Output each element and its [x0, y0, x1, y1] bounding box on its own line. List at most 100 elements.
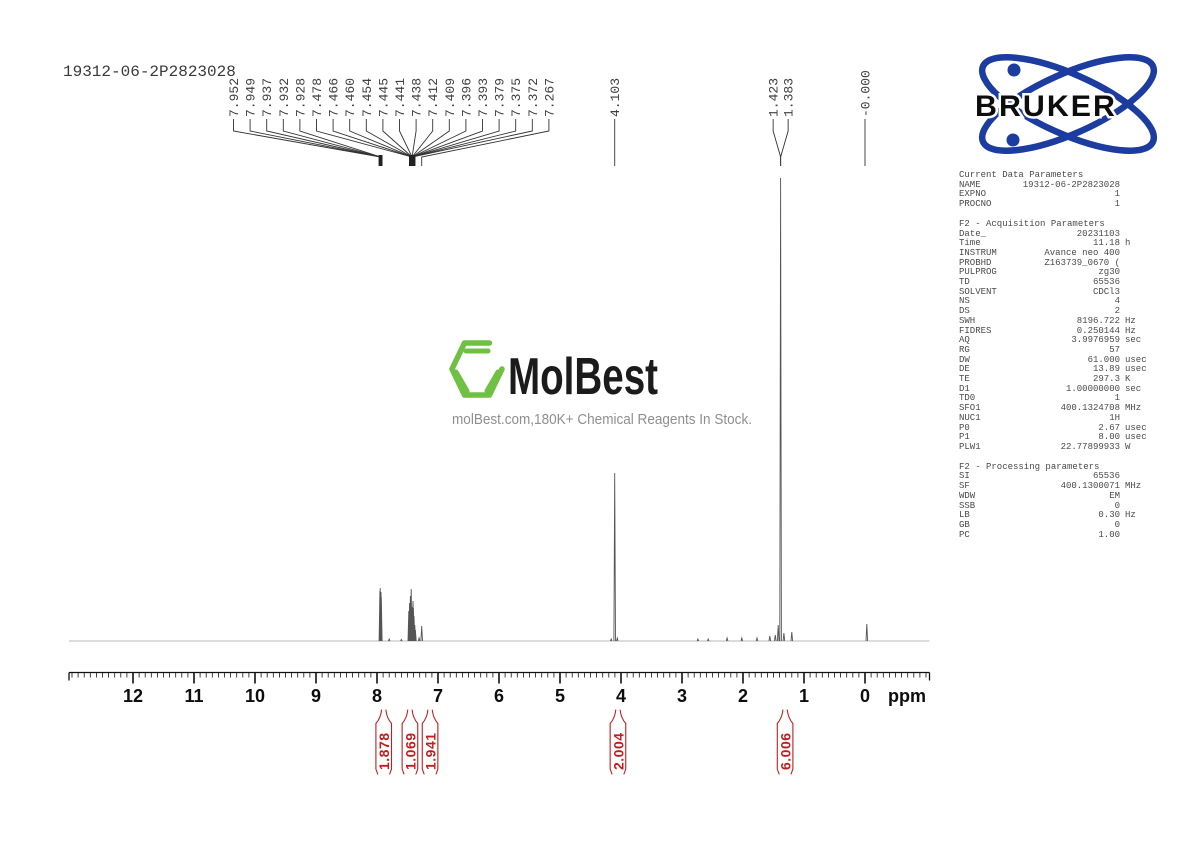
- parameter-row: D1 1.00000000 sec: [959, 383, 1155, 395]
- peak-label: 7.396: [459, 78, 474, 117]
- parameter-row: SSB 0: [959, 500, 1155, 512]
- parameter-row: FIDRES 0.250144 Hz: [959, 325, 1155, 337]
- parameter-unit: usec: [1125, 354, 1147, 365]
- parameter-unit: Hz: [1125, 325, 1136, 336]
- peak-connector-line: [411, 119, 500, 166]
- parameter-value: 1: [1114, 199, 1120, 210]
- parameter-row: Time 11.18 h: [959, 239, 1155, 249]
- parameters-section: F2 - Processing parameters SI 65536 SF 400.1…: [959, 461, 1155, 541]
- parameter-value: 22.77899933: [1060, 441, 1120, 452]
- parameter-unit: MHz: [1125, 481, 1142, 492]
- parameter-value: 8.00: [1098, 432, 1120, 443]
- parameter-row: P0 2.67 usec: [959, 422, 1155, 434]
- peak-label: 7.438: [410, 78, 425, 117]
- parameter-name: SFO1: [959, 403, 981, 414]
- peak-connector-line: [411, 119, 483, 166]
- peak-connector-line: [772, 119, 782, 166]
- parameter-unit: usec: [1125, 432, 1147, 443]
- parameters-section-header: F2 - Processing parameters: [959, 461, 1100, 472]
- parameter-name: SF: [959, 481, 970, 492]
- parameter-name: SWH: [959, 315, 976, 326]
- parameter-name: TD: [959, 277, 970, 288]
- parameter-value: EM: [1109, 490, 1120, 501]
- parameter-unit: [1120, 297, 1155, 307]
- integral-value: 2.004: [610, 732, 626, 770]
- parameter-value: 0.250144: [1076, 325, 1120, 336]
- parameter-value: Z163739_0670 (: [1044, 257, 1120, 268]
- parameter-unit: MHz: [1125, 403, 1142, 414]
- parameter-value: 2.67: [1098, 422, 1120, 433]
- peak-label-layer: 4.103 1.423 1.383 -0.000 7.952 7.949 7.937 7.93…: [227, 70, 874, 117]
- integral-bracket: [401, 709, 409, 775]
- parameter-row: SF 400.1300071 MHz: [959, 481, 1155, 492]
- parameter-value: 20231103: [1076, 228, 1120, 239]
- axis-tick-label: 3: [677, 686, 687, 706]
- axis-tick-label: 11: [184, 686, 203, 706]
- parameter-value: 11.18: [1092, 238, 1120, 249]
- parameter-unit: sec: [1125, 383, 1142, 394]
- parameter-unit: W: [1125, 441, 1131, 452]
- parameter-unit: [1120, 288, 1155, 298]
- peak-connector-line: [780, 119, 789, 166]
- axis-tick-label: 0: [860, 686, 870, 706]
- parameter-unit: [1120, 521, 1155, 531]
- bruker-node-dot: [1006, 133, 1020, 147]
- parameter-name: LB: [959, 510, 970, 521]
- parameter-row: EXPNO 1: [959, 190, 1155, 200]
- integral-value: 1.069: [402, 732, 418, 770]
- peak-connector-line: [411, 119, 533, 166]
- parameter-name: NS: [959, 296, 970, 307]
- parameter-unit: usec: [1125, 422, 1147, 433]
- parameter-value: 1.00000000: [1065, 383, 1120, 394]
- parameter-name: Date_: [959, 228, 987, 239]
- parameter-name: PROBHD: [959, 257, 992, 268]
- parameter-unit: [1120, 200, 1155, 210]
- peak-label: 7.267: [542, 78, 557, 117]
- parameter-name: PLW1: [959, 441, 981, 452]
- parameter-name: AQ: [959, 335, 970, 346]
- axis-tick-label: 12: [123, 686, 143, 706]
- parameter-value: 2: [1114, 306, 1120, 317]
- parameter-name: NAME: [959, 179, 981, 190]
- parameter-unit: [1120, 531, 1155, 541]
- parameter-row: DE 13.89 usec: [959, 365, 1155, 375]
- parameter-unit: h: [1125, 238, 1131, 249]
- parameter-value: 13.89: [1092, 364, 1120, 375]
- parameter-name: P0: [959, 422, 970, 433]
- parameter-unit: Hz: [1125, 510, 1136, 521]
- peak-connector-line: [266, 119, 382, 166]
- parameter-unit: [1120, 259, 1155, 269]
- parameter-name: EXPNO: [959, 189, 987, 200]
- parameter-row: LB 0.30 Hz: [959, 510, 1155, 521]
- axis-tick-label: 1: [799, 686, 809, 706]
- parameter-row: GB 0: [959, 520, 1155, 531]
- parameter-name: SSB: [959, 500, 976, 511]
- parameter-value: 19312-06-2P2823028: [1022, 179, 1120, 190]
- parameter-name: DS: [959, 306, 970, 317]
- integral-bracket: [431, 709, 439, 775]
- spectrum-trace-layer: [69, 177, 930, 642]
- parameter-name: DW: [959, 354, 970, 365]
- parameter-value: 3.9976959: [1071, 335, 1120, 346]
- axis-tick-label: 10: [245, 686, 265, 706]
- parameter-row: DW 61.000 usec: [959, 354, 1155, 366]
- parameter-row: PROCNO 1: [959, 199, 1155, 210]
- parameter-unit: [1120, 268, 1155, 278]
- parameter-value: 1: [1114, 189, 1120, 200]
- parameter-row: PULPROG zg30: [959, 268, 1155, 278]
- peak-label: 1.423: [767, 78, 782, 117]
- parameter-unit: sec: [1125, 335, 1142, 346]
- peak-connector-line: [411, 119, 434, 166]
- peak-label: 7.952: [227, 78, 242, 117]
- ppm-axis: 12 11 10 9 8 7 6 5 4 3 2 1 0 ppm: [68, 671, 931, 706]
- peak-label: 7.478: [310, 78, 325, 117]
- parameter-value: Avance neo 400: [1044, 247, 1120, 258]
- parameter-name: RG: [959, 344, 970, 355]
- parameter-value: 4: [1114, 296, 1120, 307]
- parameter-value: 8196.722: [1076, 315, 1120, 326]
- axis-tick-label: 2: [738, 686, 748, 706]
- parameter-row: SI 65536: [959, 472, 1155, 482]
- peak-label: 7.375: [509, 78, 524, 117]
